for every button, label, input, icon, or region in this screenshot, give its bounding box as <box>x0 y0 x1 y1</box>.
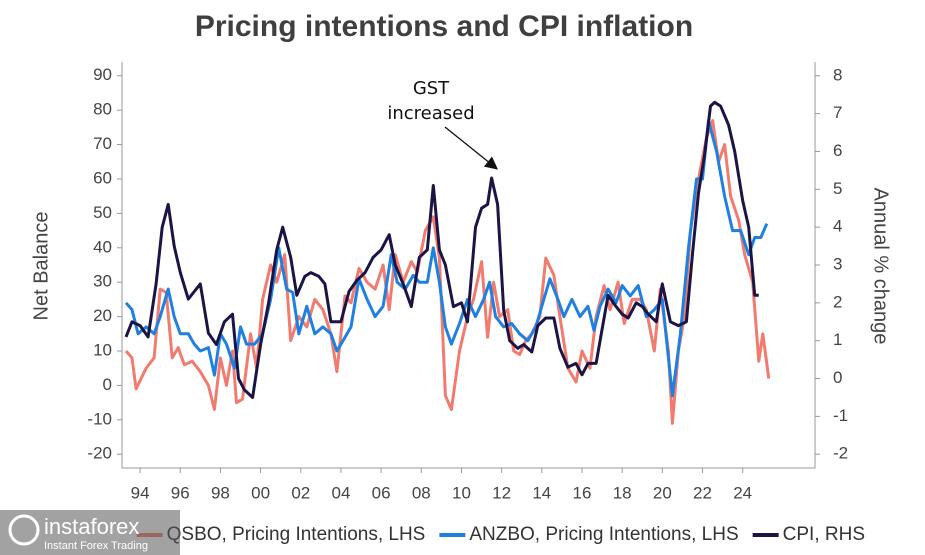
watermark-logo <box>8 514 40 546</box>
y-tick-label: 20 <box>93 306 112 325</box>
x-tick-label: 96 <box>171 483 190 502</box>
y-tick-label: 30 <box>93 272 112 291</box>
x-tick-label: 12 <box>492 483 511 502</box>
x-tick-label: 02 <box>291 483 310 502</box>
x-tick-label: 16 <box>573 483 592 502</box>
y2-tick-label: 0 <box>833 368 842 387</box>
y-tick-label: 40 <box>93 237 112 256</box>
watermark-text: instaforex <box>44 514 139 539</box>
y2-tick-label: 2 <box>833 292 842 311</box>
y-tick-label: 80 <box>93 100 112 119</box>
legend-label: CPI, RHS <box>783 524 865 545</box>
watermark-subtext: Instant Forex Trading <box>44 540 148 552</box>
x-tick-label: 04 <box>331 483 350 502</box>
y2-tick-label: 4 <box>833 217 842 236</box>
plot-area: -20-100102030405060708090-2-101234567894… <box>87 62 848 502</box>
legend: QSBO, Pricing Intentions, LHS ANZBO, Pric… <box>136 524 865 545</box>
x-tick-label: 14 <box>532 483 551 502</box>
y2-tick-label: 3 <box>833 254 842 273</box>
x-tick-label: 00 <box>251 483 270 502</box>
x-tick-label: 18 <box>613 483 632 502</box>
y-tick-label: 10 <box>93 341 112 360</box>
x-tick-label: 08 <box>412 483 431 502</box>
x-tick-label: 98 <box>211 483 230 502</box>
annotation-arrow <box>444 126 499 170</box>
y-tick-label: 70 <box>93 134 112 153</box>
y-tick-label: -20 <box>87 444 112 463</box>
y-tick-label: 50 <box>93 203 112 222</box>
legend-label: ANZBO, Pricing Intentions, LHS <box>469 524 738 545</box>
y2-tick-label: 1 <box>833 330 842 349</box>
y-axis-title: Net Balance <box>30 212 52 321</box>
annotation: increased <box>387 103 474 124</box>
y2-tick-label: -1 <box>833 406 848 425</box>
y-tick-label: 0 <box>103 375 112 394</box>
y2-tick-label: 7 <box>833 103 842 122</box>
y2-tick-label: 5 <box>833 179 842 198</box>
y2-tick-label: -2 <box>833 444 848 463</box>
y-tick-label: 60 <box>93 168 112 187</box>
y2-tick-label: 6 <box>833 141 842 160</box>
x-tick-label: 10 <box>452 483 471 502</box>
annotation: GST <box>413 78 450 99</box>
y2-axis-title: Annual % change <box>870 188 892 345</box>
series-line <box>124 100 759 399</box>
watermark: instaforex Instant Forex Trading <box>0 510 180 555</box>
x-tick-label: 20 <box>653 483 672 502</box>
x-tick-label: 94 <box>131 483 150 502</box>
y-tick-label: 90 <box>93 65 112 84</box>
legend-label: QSBO, Pricing Intentions, LHS <box>167 524 426 545</box>
x-tick-label: 22 <box>693 483 712 502</box>
chart-title: Pricing intentions and CPI inflation <box>195 10 693 43</box>
series-line <box>124 119 769 398</box>
y-tick-label: -10 <box>87 409 112 428</box>
x-tick-label: 24 <box>733 483 752 502</box>
y2-tick-label: 8 <box>833 65 842 84</box>
x-tick-label: 06 <box>372 483 391 502</box>
